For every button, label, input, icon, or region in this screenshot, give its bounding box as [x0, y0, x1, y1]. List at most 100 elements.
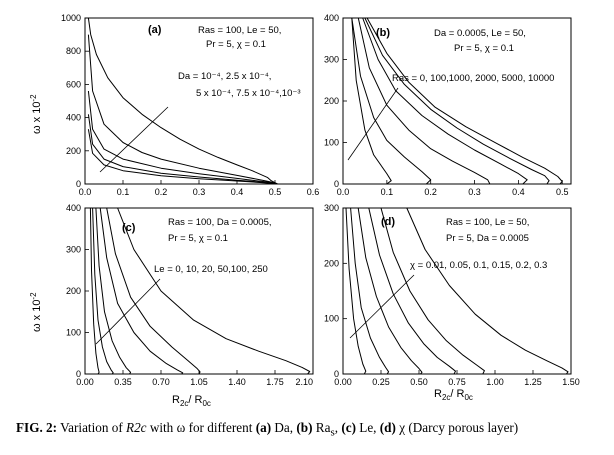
x-tick-label: 1.05 — [190, 377, 208, 387]
x-tick-label: 0.35 — [114, 377, 132, 387]
x-tick-label: 0.70 — [152, 377, 170, 387]
series-line-1 — [89, 207, 100, 375]
y-tick-label: 200 — [324, 258, 339, 268]
panel-a-legend-2: 5 x 10⁻⁴, 7.5 x 10⁻⁴,10⁻³ — [196, 88, 301, 99]
x-tick-label: 0.5 — [556, 187, 569, 197]
x-tick-label: 1.50 — [562, 377, 580, 387]
y-tick-label: 1000 — [61, 13, 81, 23]
x-axis-label-right: R2c/ R0c — [434, 388, 473, 402]
y-tick-label: 0 — [334, 369, 339, 379]
series-line-1 — [351, 17, 392, 185]
panel-d-params-1: Ras = 100, Le = 50, — [446, 217, 529, 228]
panel-b-params-1: Da = 0.0005, Le = 50, — [434, 28, 526, 39]
panel-a-series — [87, 17, 278, 185]
x-tick-label: 0.1 — [117, 187, 130, 197]
panel-b-series — [351, 17, 563, 185]
y-tick-label: 400 — [324, 13, 339, 23]
panel-a-params-1: Ras = 100, Le = 50, — [198, 25, 281, 36]
series-line-5 — [364, 17, 550, 185]
series-line-6 — [117, 207, 311, 375]
panel-a-legend-1: Da = 10⁻⁴, 2.5 x 10⁻⁴, — [178, 71, 271, 82]
x-tick-label: 0.0 — [337, 187, 350, 197]
series-line-2 — [92, 207, 114, 375]
y-tick-label: 300 — [324, 203, 339, 213]
x-tick-label: 0.3 — [193, 187, 206, 197]
x-tick-label: 1.40 — [228, 377, 246, 387]
panel-b-legend-1: Ras = 0, 100,1000, 2000, 5000, 10000 — [392, 73, 554, 84]
x-tick-label: 0.4 — [512, 187, 525, 197]
panel-b-label: (b) — [376, 27, 390, 39]
y-tick-label: 100 — [66, 328, 81, 338]
panel-a-pointer — [99, 106, 169, 173]
panel-d-xticks: 0.00 0.25 0.50 0.75 1.00 1.25 1.50 — [334, 370, 580, 387]
series-line-5 — [87, 129, 278, 185]
y-axis-label-bottom: ω x 10-2 — [29, 292, 43, 332]
series-line-4 — [368, 207, 456, 375]
x-tick-label: 1.00 — [486, 377, 504, 387]
series-line-1 — [87, 17, 278, 185]
series-line-5 — [380, 207, 485, 375]
panel-d-params-2: Pr = 5, Da = 0.0005 — [446, 233, 529, 244]
series-line-4 — [99, 207, 184, 375]
x-tick-label: 0.00 — [334, 377, 352, 387]
panel-a-yticks: 0 200 400 600 800 1000 — [61, 13, 89, 189]
y-tick-label: 0 — [76, 369, 81, 379]
x-tick-label: 2.10 — [295, 377, 313, 387]
panel-a-xticks: 0.0 0.1 0.2 0.3 0.4 0.5 0.6 — [79, 180, 320, 197]
x-tick-label: 0.75 — [448, 377, 466, 387]
series-line-6 — [406, 207, 569, 375]
panel-c-legend-1: Le = 0, 10, 20, 50,100, 250 — [154, 264, 268, 275]
y-tick-label: 200 — [324, 96, 339, 106]
series-line-4 — [87, 114, 278, 185]
panel-c-params-2: Pr = 5, χ = 0.1 — [168, 233, 228, 244]
series-line-2 — [351, 17, 432, 185]
y-axis-label-top: ω x 10-2 — [29, 94, 43, 134]
x-tick-label: 0.1 — [381, 187, 394, 197]
panel-c: 0 100 200 300 400 0.00 0.35 0.70 1.05 1.40 1.75 2.… — [66, 203, 314, 387]
series-line-5 — [106, 207, 201, 375]
x-tick-label: 0.4 — [231, 187, 244, 197]
y-tick-label: 800 — [66, 46, 81, 56]
x-tick-label: 0.2 — [155, 187, 168, 197]
series-line-3 — [357, 17, 491, 185]
y-tick-label: 300 — [66, 245, 81, 255]
x-tick-label: 0.25 — [372, 377, 390, 387]
y-tick-label: 200 — [66, 146, 81, 156]
panel-c-pointer — [95, 278, 161, 345]
panel-c-yticks: 0 100 200 300 400 — [66, 203, 89, 379]
panel-a-frame — [84, 17, 314, 185]
series-line-1 — [345, 207, 367, 375]
x-tick-label: 0.00 — [76, 377, 94, 387]
y-tick-label: 300 — [324, 55, 339, 65]
panel-b-xticks: 0.0 0.1 0.2 0.3 0.4 0.5 — [337, 180, 569, 197]
panel-b-pointer — [347, 87, 399, 161]
panel-b-yticks: 0 100 200 300 400 — [324, 13, 347, 189]
x-tick-label: 0.6 — [307, 187, 320, 197]
y-tick-label: 100 — [324, 314, 339, 324]
panel-c-xticks: 0.00 0.35 0.70 1.05 1.40 1.75 2.10 — [76, 370, 314, 387]
y-tick-label: 400 — [66, 113, 81, 123]
series-line-6 — [366, 17, 563, 185]
y-tick-label: 400 — [66, 203, 81, 213]
x-tick-label: 0.3 — [468, 187, 481, 197]
y-tick-label: 600 — [66, 79, 81, 89]
x-tick-label: 0.0 — [79, 187, 92, 197]
panel-d-pointer — [349, 274, 415, 339]
series-line-3 — [95, 207, 132, 375]
panel-a-params-2: Pr = 5, χ = 0.1 — [206, 39, 266, 50]
x-tick-label: 0.2 — [424, 187, 437, 197]
y-tick-label: 0 — [334, 179, 339, 189]
panel-d-yticks: 0 100 200 300 — [324, 203, 347, 379]
panel-c-label: (c) — [122, 222, 136, 234]
series-line-4 — [362, 17, 528, 185]
y-tick-label: 0 — [76, 179, 81, 189]
panel-d-label: (d) — [381, 216, 395, 228]
x-tick-label: 1.25 — [524, 377, 542, 387]
x-tick-label: 0.50 — [410, 377, 428, 387]
series-line-2 — [350, 207, 390, 375]
figure-caption: FIG. 2: Variation of R2c with ω for diff… — [16, 420, 519, 439]
panel-b-params-2: Pr = 5, χ = 0.1 — [454, 43, 514, 54]
